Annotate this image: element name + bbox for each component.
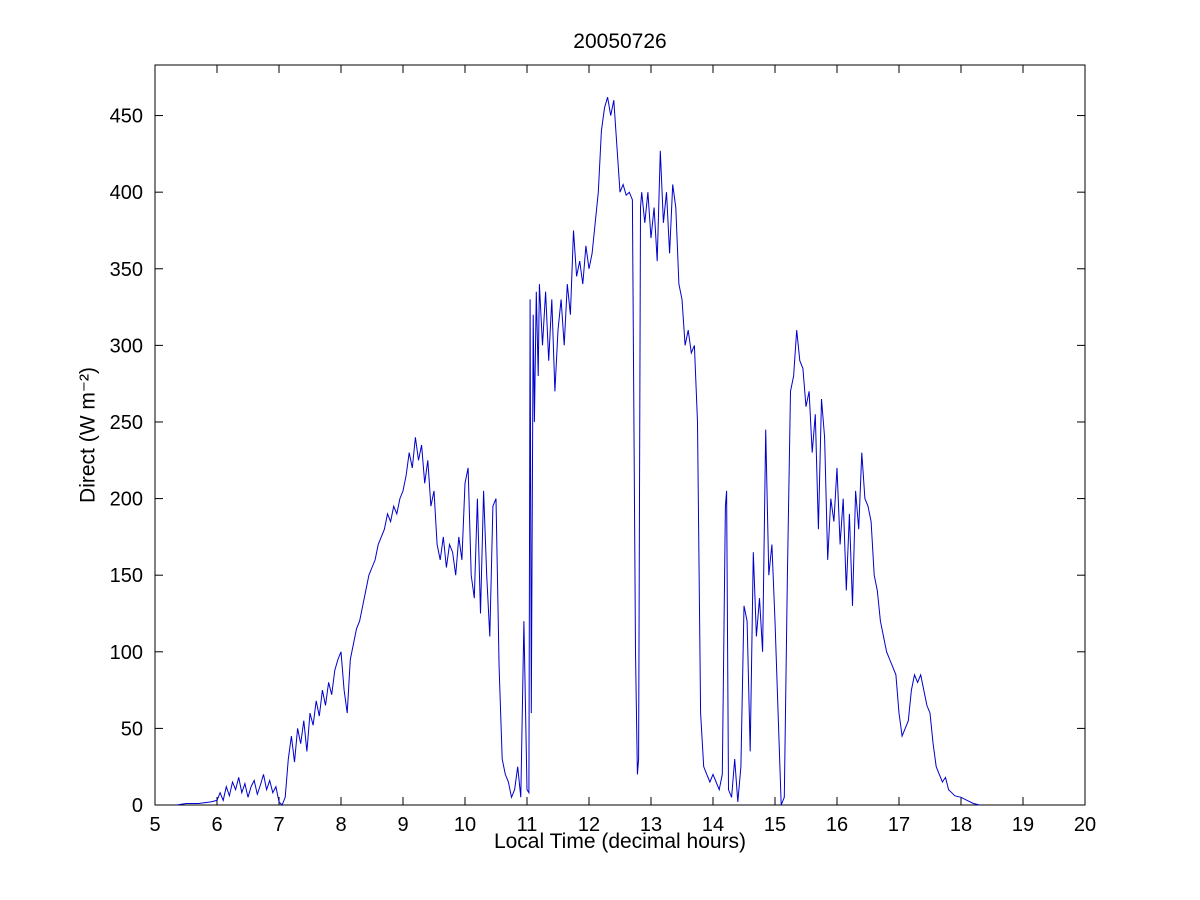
y-tick-label: 50 [121,718,143,740]
x-tick-label: 10 [454,814,476,836]
y-tick-label: 0 [132,795,143,817]
y-tick-label: 150 [110,565,143,587]
x-tick-label: 8 [335,814,346,836]
y-tick-label: 350 [110,259,143,281]
data-series-line [176,97,980,806]
y-tick-label: 200 [110,489,143,511]
y-tick-label: 300 [110,335,143,357]
y-axis-label: Direct (W m⁻²) [76,367,100,503]
y-tick-label: 100 [110,642,143,664]
x-tick-label: 7 [273,814,284,836]
x-axis-label: Local Time (decimal hours) [493,830,747,853]
x-tick-label: 12 [578,814,600,836]
x-tick-label: 11 [517,814,538,836]
x-tick-label: 19 [1012,814,1034,836]
x-tick-label: 15 [764,814,786,836]
y-tick-label: 250 [110,412,143,434]
x-tick-label: 5 [149,814,160,836]
x-tick-label: 20 [1074,814,1096,836]
axes-box [154,64,1086,806]
x-tick-label: 9 [397,814,408,836]
y-tick-label: 450 [110,106,143,128]
x-tick-label: 14 [702,814,724,836]
x-tick-label: 18 [950,814,972,836]
y-tick-label: 400 [110,182,143,204]
x-tick-label: 17 [888,814,910,836]
x-tick-label: 13 [640,814,662,836]
x-tick-label: 16 [826,814,848,836]
x-tick-label: 6 [211,814,222,836]
chart-title: 20050726 [573,30,667,53]
